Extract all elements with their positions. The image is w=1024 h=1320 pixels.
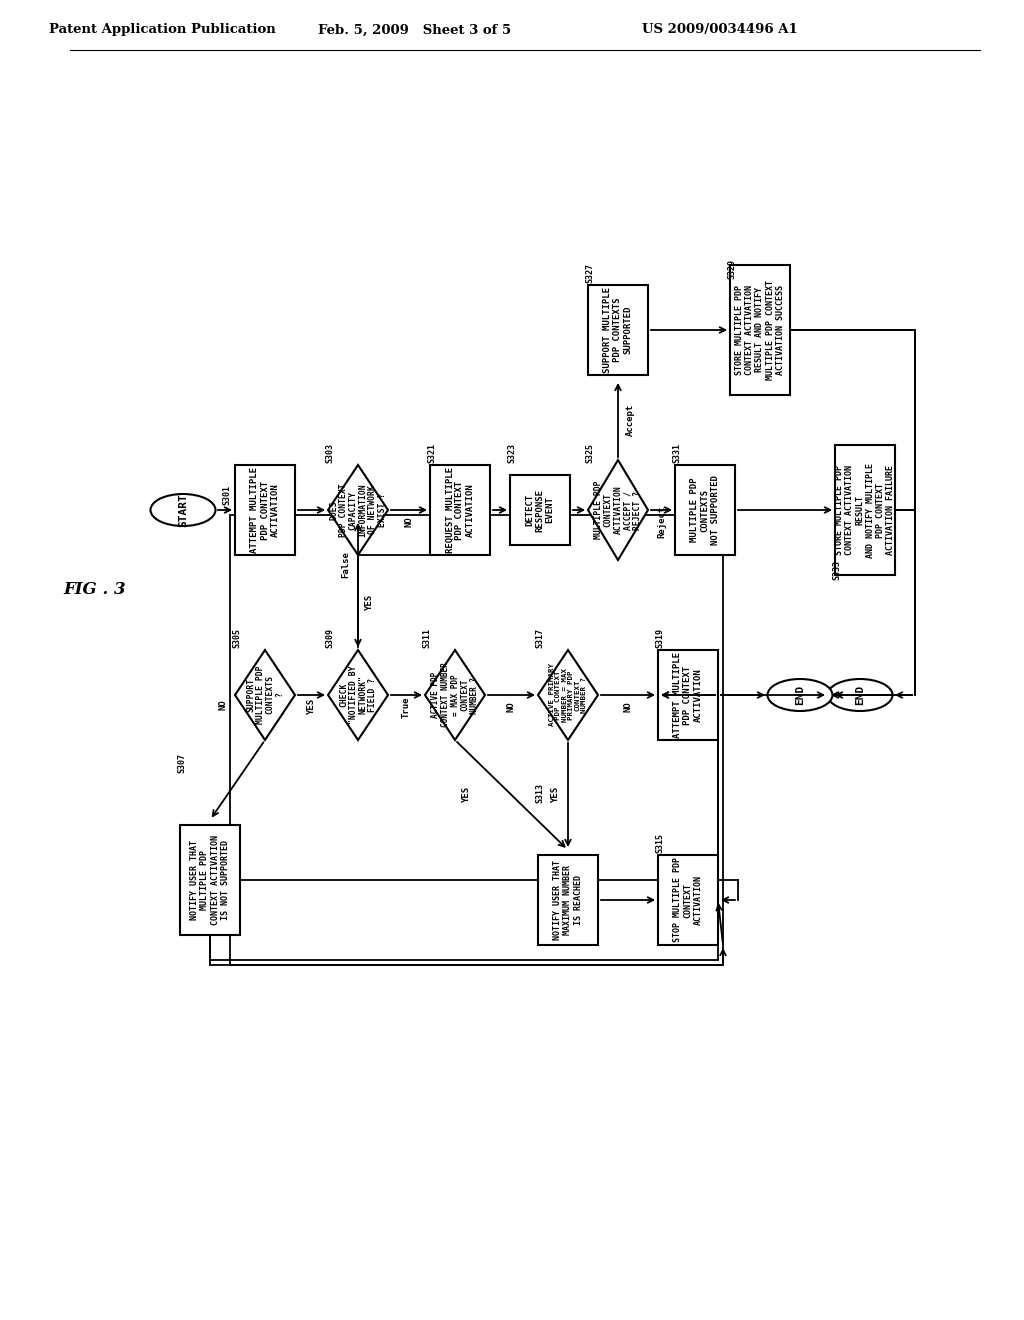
Text: MULTIPLE PDP
CONTEXTS
NOT SUPPORTED: MULTIPLE PDP CONTEXTS NOT SUPPORTED — [690, 475, 720, 545]
FancyBboxPatch shape — [588, 285, 648, 375]
Text: Reject: Reject — [657, 506, 666, 539]
FancyBboxPatch shape — [730, 265, 790, 395]
FancyBboxPatch shape — [234, 465, 295, 554]
Text: FIG . 3: FIG . 3 — [63, 582, 126, 598]
Text: S307: S307 — [177, 752, 186, 774]
FancyBboxPatch shape — [675, 465, 735, 554]
Text: NO: NO — [624, 702, 633, 713]
Polygon shape — [234, 649, 295, 741]
Text: YES: YES — [463, 787, 471, 803]
Text: Feb. 5, 2009   Sheet 3 of 5: Feb. 5, 2009 Sheet 3 of 5 — [318, 24, 512, 37]
Text: MULTIPLE PDP
CONTEXT
ACTIVATION
ACCEPT /
REJECT ?: MULTIPLE PDP CONTEXT ACTIVATION ACCEPT /… — [594, 480, 642, 540]
Text: YES: YES — [552, 787, 560, 803]
Text: DOES
PDP CONTEXT
CAPACITY
INFORMATION
OF NETWORK
EXIST ?: DOES PDP CONTEXT CAPACITY INFORMATION OF… — [330, 483, 387, 537]
Text: S309: S309 — [326, 628, 335, 648]
Polygon shape — [328, 465, 388, 554]
Text: ATTEMPT MULTIPLE
PDP CONTEXT
ACTIVATION: ATTEMPT MULTIPLE PDP CONTEXT ACTIVATION — [251, 467, 280, 553]
Text: S315: S315 — [655, 833, 665, 853]
Text: S325: S325 — [586, 444, 595, 463]
Text: S327: S327 — [586, 263, 595, 282]
Text: STOP MULTIPLE PDP
CONTEXT
ACTIVATION: STOP MULTIPLE PDP CONTEXT ACTIVATION — [674, 858, 702, 942]
Text: YES: YES — [366, 594, 375, 611]
Text: Patent Application Publication: Patent Application Publication — [48, 24, 275, 37]
Ellipse shape — [151, 494, 215, 525]
Text: S313: S313 — [536, 783, 545, 803]
Text: SUPPORT MULTIPLE
PDP CONTEXTS
SUPPORTED: SUPPORT MULTIPLE PDP CONTEXTS SUPPORTED — [603, 286, 633, 374]
FancyBboxPatch shape — [180, 825, 240, 935]
Text: S331: S331 — [673, 444, 682, 463]
Text: STORE MULTIPLE PDP
CONTEXT ACTIVATION
RESULT
AND NOTIFY MULTIPLE
PDP CONTEXT
ACT: STORE MULTIPLE PDP CONTEXT ACTIVATION RE… — [836, 462, 895, 557]
Text: NO: NO — [404, 516, 414, 528]
Text: STORE MULTIPLE PDP
CONTEXT ACTIVATION
RESULT AND NOTIFY
MULTIPLE PDP CONTEXT
ACT: STORE MULTIPLE PDP CONTEXT ACTIVATION RE… — [735, 280, 784, 380]
Text: S321: S321 — [427, 444, 436, 463]
Text: CHECK
"NOTIFIED BY
NETWORK"
FIELD ?: CHECK "NOTIFIED BY NETWORK" FIELD ? — [339, 665, 377, 725]
Text: NOTIFY USER THAT
MAXIMUM NUMBER
IS REACHED: NOTIFY USER THAT MAXIMUM NUMBER IS REACH… — [553, 861, 583, 940]
Text: END: END — [855, 685, 865, 705]
Text: START: START — [178, 494, 188, 527]
Text: S317: S317 — [536, 628, 545, 648]
Ellipse shape — [768, 678, 833, 711]
Text: Accept: Accept — [626, 404, 635, 436]
Text: DETECT
RESPONSE
EVENT: DETECT RESPONSE EVENT — [525, 488, 555, 532]
FancyBboxPatch shape — [510, 475, 570, 545]
Text: S305: S305 — [232, 628, 242, 648]
Polygon shape — [328, 649, 388, 741]
Text: S333: S333 — [833, 560, 842, 579]
Text: ACTIVE PRIMARY
PDP CONTEXT
NUMBER = MAX
PRIMARY PDP
CONTEXT
NUMBER ?: ACTIVE PRIMARY PDP CONTEXT NUMBER = MAX … — [549, 664, 587, 726]
Text: ACTIVE PDP
CONTEXT NUMBER
= MAX PDP
CONTEXT
NUMBER ?: ACTIVE PDP CONTEXT NUMBER = MAX PDP CONT… — [431, 663, 479, 727]
FancyBboxPatch shape — [538, 855, 598, 945]
Text: NO: NO — [218, 700, 227, 710]
Text: REQUEST MULTIPLE
PDP CONTEXT
ACTIVATION: REQUEST MULTIPLE PDP CONTEXT ACTIVATION — [445, 467, 474, 553]
FancyBboxPatch shape — [430, 465, 490, 554]
Polygon shape — [538, 649, 598, 741]
Text: S303: S303 — [326, 444, 335, 463]
Ellipse shape — [827, 678, 893, 711]
Text: S311: S311 — [423, 628, 431, 648]
Polygon shape — [425, 649, 485, 741]
Text: SUPPORT
MULTIPLE PDP
CONTEXTS
?: SUPPORT MULTIPLE PDP CONTEXTS ? — [246, 665, 284, 725]
Text: True: True — [402, 696, 411, 718]
Text: S319: S319 — [655, 628, 665, 648]
Polygon shape — [588, 459, 648, 560]
Text: S301: S301 — [222, 484, 231, 506]
Text: YES: YES — [307, 698, 316, 715]
FancyBboxPatch shape — [658, 855, 718, 945]
FancyBboxPatch shape — [835, 445, 895, 576]
Text: END: END — [795, 685, 805, 705]
Text: NOTIFY USER THAT
MULTIPLE PDP
CONTEXT ACTIVATION
IS NOT SUPPORTED: NOTIFY USER THAT MULTIPLE PDP CONTEXT AC… — [190, 836, 229, 925]
Text: S329: S329 — [727, 259, 736, 279]
Text: S323: S323 — [508, 444, 516, 463]
Text: US 2009/0034496 A1: US 2009/0034496 A1 — [642, 24, 798, 37]
FancyBboxPatch shape — [658, 649, 718, 741]
Text: False: False — [341, 552, 350, 578]
Text: NO: NO — [507, 702, 516, 713]
Text: ATTEMPT MULTIPLE
PDP CONTEXT
ACTIVATION: ATTEMPT MULTIPLE PDP CONTEXT ACTIVATION — [674, 652, 702, 738]
